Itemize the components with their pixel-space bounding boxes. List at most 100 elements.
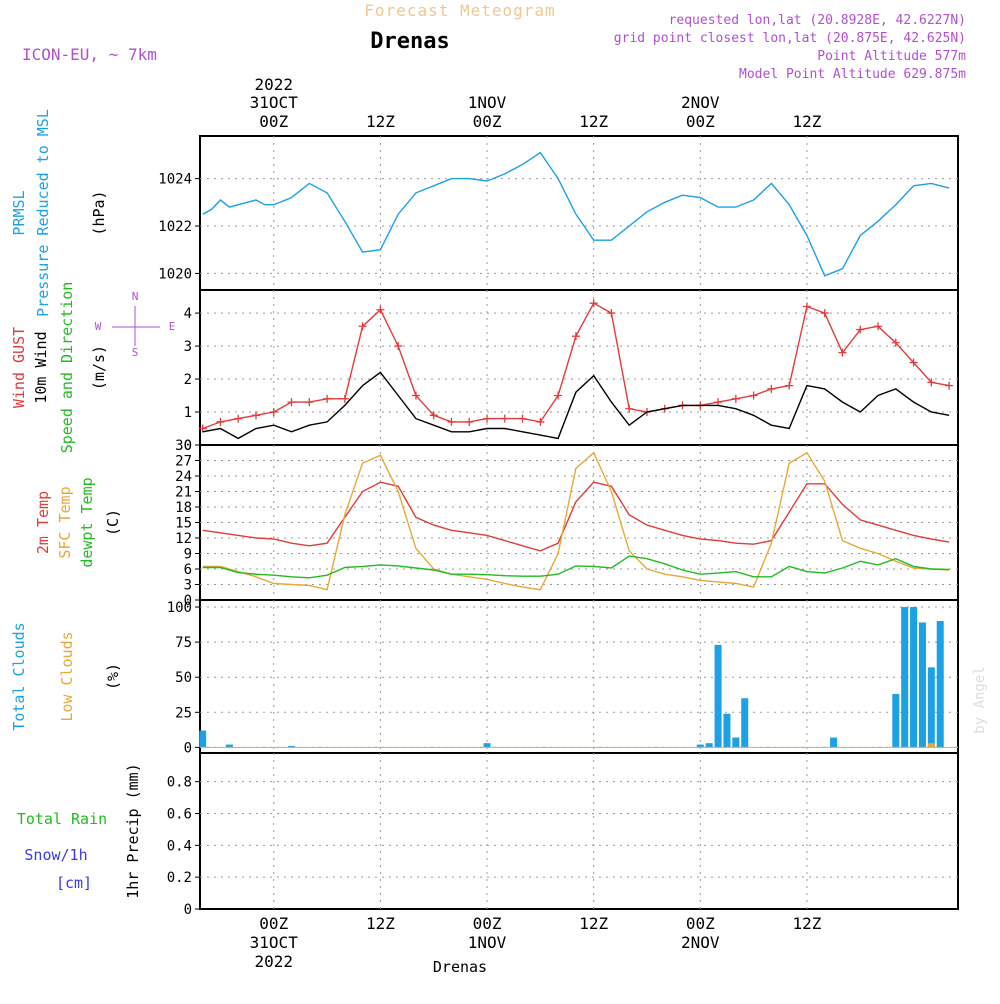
bottom-date-label: 1NOV (468, 933, 507, 952)
wind-y-tick-label: 1 (184, 405, 192, 421)
total-cloud-bar (483, 743, 491, 748)
bottom-hour-label: 00Z (686, 914, 715, 933)
gust-point-marker (820, 309, 829, 318)
model-label: ICON-EU, ~ 7km (22, 45, 157, 64)
temp-series-line-sfc-temp (202, 451, 950, 591)
clouds-axis-label: Low Clouds (58, 631, 76, 721)
gust-point-marker (483, 414, 492, 423)
clouds-y-tick-label: 50 (175, 670, 192, 686)
gust-point-marker (607, 309, 616, 318)
gust-point-marker (411, 391, 420, 400)
top-date-label: 31OCT (250, 93, 299, 112)
precip-axis-label: 1hr Precip (mm) (124, 763, 142, 898)
compass-west-label: W (95, 320, 102, 333)
pressure-y-tick-label: 1024 (158, 172, 192, 188)
top-year-label: 2022 (254, 75, 293, 94)
clouds-axis-label: Total Clouds (10, 622, 28, 730)
requested-coords: requested lon,lat (20.8928E, 42.6227N) (669, 13, 966, 28)
wind-axis-label: Wind GUST (10, 327, 28, 408)
gust-point-marker (802, 302, 811, 311)
gust-point-marker (429, 411, 438, 420)
gust-point-marker (340, 394, 349, 403)
precip-y-tick-label: 0.8 (167, 775, 192, 791)
wind-y-tick-label: 2 (184, 372, 192, 388)
top-hour-label: 12Z (579, 112, 608, 131)
bottom-hour-label: 12Z (579, 914, 608, 933)
precip-snow-label: Snow/1h (24, 846, 87, 864)
temp-y-tick-label: 21 (175, 485, 192, 501)
wind-axis-label: Speed and Direction (58, 282, 76, 454)
gust-point-marker (891, 338, 900, 347)
precip-y-tick-label: 0 (184, 902, 192, 918)
top-hour-label: 12Z (792, 112, 821, 131)
pressure-series-line-prmsl (202, 151, 950, 277)
temp-y-tick-label: 24 (175, 469, 192, 485)
temp-y-tick-label: 15 (175, 516, 192, 532)
gust-point-marker (376, 305, 385, 314)
gust-point-marker (874, 322, 883, 331)
gust-point-marker (305, 398, 314, 407)
wind-series-line-wind-gust (202, 302, 950, 430)
gust-point-marker (909, 358, 918, 367)
gust-point-marker (447, 417, 456, 426)
temp-axis-label: (C) (104, 509, 122, 536)
precip-rain-label: Total Rain (17, 810, 107, 828)
temp-y-tick-label: 6 (184, 562, 192, 578)
gust-point-marker (518, 414, 527, 423)
precip-y-tick-label: 0.6 (167, 806, 192, 822)
model-altitude: Model Point Altitude 629.875m (739, 67, 966, 82)
top-hour-label: 12Z (366, 112, 395, 131)
total-cloud-bar (892, 694, 900, 748)
temp-y-tick-label: 12 (175, 531, 192, 547)
gust-point-marker (536, 417, 545, 426)
gust-point-marker (625, 404, 634, 413)
precip-y-tick-label: 0.2 (167, 870, 192, 886)
gust-point-marker (856, 325, 865, 334)
bottom-hour-label: 00Z (259, 914, 288, 933)
wind-series-line-10m-wind (202, 371, 950, 440)
bottom-date-label: 2NOV (681, 933, 720, 952)
bottom-year-label: 2022 (254, 952, 293, 971)
temp-axis-label: 2m Temp (34, 491, 52, 554)
temp-series-line-dewpt-temp (202, 555, 950, 579)
wind-axis-label: 10m Wind (32, 331, 50, 403)
total-cloud-bar (723, 713, 731, 748)
watermark: by Angel (972, 666, 988, 733)
gust-point-marker (927, 378, 936, 387)
bottom-hour-label: 12Z (366, 914, 395, 933)
top-hour-label: 00Z (473, 112, 502, 131)
total-cloud-bar (732, 737, 740, 748)
gust-point-marker (838, 348, 847, 357)
pressure-y-tick-label: 1020 (158, 266, 192, 282)
pressure-axis-label: (hPa) (90, 190, 108, 235)
gust-point-marker (251, 411, 260, 420)
temp-y-tick-label: 3 (184, 578, 192, 594)
clouds-panel-frame (199, 599, 959, 754)
gust-point-marker (500, 414, 509, 423)
temp-y-tick-label: 27 (175, 454, 192, 470)
total-cloud-bar (696, 744, 704, 748)
bottom-hour-label: 12Z (792, 914, 821, 933)
clouds-y-tick-label: 25 (175, 705, 192, 721)
total-cloud-bar (714, 644, 722, 748)
gust-point-marker (465, 417, 474, 426)
temp-y-tick-label: 0 (184, 593, 192, 609)
gust-point-marker (554, 391, 563, 400)
gust-point-marker (287, 398, 296, 407)
bottom-hour-label: 00Z (473, 914, 502, 933)
top-date-label: 1NOV (468, 93, 507, 112)
gust-point-marker (358, 322, 367, 331)
footer-station: Drenas (433, 958, 487, 976)
total-cloud-bar (901, 607, 909, 748)
gust-point-marker (216, 417, 225, 426)
compass-east-label: E (169, 320, 176, 333)
total-cloud-bar (918, 622, 926, 748)
clouds-y-tick-label: 100 (167, 600, 192, 616)
temp-axis-label: SFC Temp (56, 486, 74, 558)
total-cloud-bar (830, 737, 838, 748)
precip-y-tick-label: 0.4 (167, 838, 192, 854)
precip-unit-label: [cm] (56, 874, 92, 892)
total-cloud-bar (741, 698, 749, 748)
